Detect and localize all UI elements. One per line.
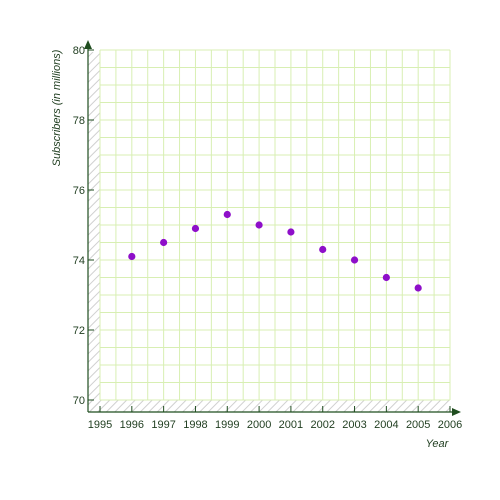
x-tick-label: 2000: [247, 419, 271, 431]
x-tick-label: 2002: [310, 419, 334, 431]
x-axis-title: Year: [426, 438, 450, 450]
data-point: [255, 221, 263, 229]
x-tick-label: 2001: [279, 419, 303, 431]
x-tick-label: 2005: [406, 419, 430, 431]
y-axis-title: Subscribers (in millions): [51, 49, 63, 166]
data-point: [414, 284, 422, 292]
x-tick-label: 1996: [120, 419, 144, 431]
y-tick-label: 80: [73, 45, 85, 57]
x-tick-label: 2004: [374, 419, 398, 431]
data-point: [382, 273, 390, 282]
x-tick-label: 1995: [88, 419, 112, 431]
y-tick-label: 72: [73, 325, 85, 337]
data-points: [128, 210, 422, 292]
data-point: [350, 256, 359, 264]
y-axis-arrow-icon: [84, 40, 92, 49]
axis-hatch-band: [88, 52, 450, 412]
x-axis-hatch: [88, 400, 450, 412]
y-axis-hatch: [88, 52, 100, 412]
data-point: [128, 252, 136, 261]
x-tick-label: 1998: [183, 419, 207, 431]
axes: [84, 40, 461, 416]
y-tick-label: 78: [73, 115, 85, 127]
x-tick-label: 2003: [342, 419, 366, 431]
x-axis-arrow-icon: [452, 408, 461, 416]
data-point: [287, 228, 295, 236]
grid: [99, 49, 451, 401]
y-tick-label: 74: [73, 255, 85, 267]
y-tick-label: 76: [73, 185, 85, 197]
y-tick-label: 70: [73, 395, 85, 407]
data-point: [223, 210, 231, 219]
x-tick-label: 1999: [215, 419, 239, 431]
x-tick-label: 1997: [151, 419, 175, 431]
data-point: [319, 245, 327, 254]
data-point: [160, 238, 168, 247]
data-point: [191, 224, 200, 233]
x-tick-label: 2006: [438, 419, 462, 431]
tick-labels: 70 72 74 76 78 80 1995 1996 1997 1998 1999 2000 2001…: [73, 45, 462, 431]
